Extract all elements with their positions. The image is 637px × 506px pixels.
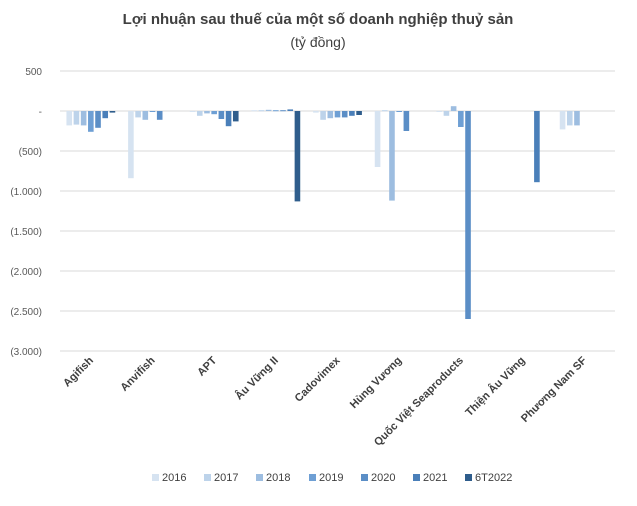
y-tick-label: 500 bbox=[25, 67, 42, 78]
legend-label: 2020 bbox=[371, 472, 395, 484]
legend-label: 6T2022 bbox=[475, 472, 512, 484]
bar bbox=[135, 111, 141, 118]
bar bbox=[196, 111, 203, 116]
bar bbox=[218, 111, 225, 119]
bar bbox=[211, 111, 217, 115]
legend-swatch bbox=[413, 474, 420, 481]
bar bbox=[280, 110, 286, 112]
x-tick-label: APT bbox=[195, 354, 219, 378]
x-tick-label: Hùng Vương bbox=[348, 355, 404, 411]
x-tick-label: Thiện Âu Vững bbox=[463, 354, 528, 419]
bars bbox=[66, 106, 580, 319]
bar bbox=[381, 110, 388, 112]
y-tick-label: (500) bbox=[19, 147, 42, 158]
bar bbox=[225, 111, 232, 127]
bar bbox=[287, 109, 294, 111]
bar bbox=[566, 111, 573, 126]
bar bbox=[66, 111, 73, 126]
legend-label: 2017 bbox=[214, 472, 238, 484]
bar bbox=[156, 111, 163, 120]
bar bbox=[341, 111, 348, 118]
bar bbox=[356, 111, 362, 115]
x-tick-label: Âu Vững II bbox=[232, 354, 281, 403]
bar bbox=[102, 111, 109, 119]
legend-swatch bbox=[204, 474, 211, 481]
bar bbox=[73, 111, 80, 125]
bar bbox=[232, 111, 239, 122]
legend: 2016 2017 2018 2019 2020 2021 6T2022 bbox=[152, 472, 512, 484]
y-tick-label: (1.000) bbox=[10, 187, 42, 198]
bar bbox=[204, 111, 210, 114]
x-tick-label: Phương Nam SF bbox=[519, 354, 589, 424]
bar bbox=[327, 111, 334, 119]
legend-swatch bbox=[465, 474, 472, 481]
bar bbox=[313, 111, 319, 113]
bar bbox=[465, 111, 471, 319]
bar bbox=[80, 111, 87, 126]
bar bbox=[389, 111, 395, 201]
bar bbox=[142, 111, 149, 120]
y-axis-ticks: 500 - (500) (1.000) (1.500) (2.000) (2.500) (3.… bbox=[10, 67, 42, 358]
x-tick-label: Cadovimex bbox=[293, 354, 344, 405]
bar bbox=[251, 110, 258, 112]
legend-label: 2019 bbox=[319, 472, 343, 484]
bar bbox=[95, 111, 101, 128]
bar bbox=[109, 111, 116, 113]
chart-subtitle: (tỷ đồng) bbox=[290, 34, 345, 50]
bar bbox=[374, 111, 381, 167]
bar bbox=[128, 111, 134, 179]
bar bbox=[258, 110, 265, 112]
y-tick-label: (1.500) bbox=[10, 227, 42, 238]
legend-swatch bbox=[152, 474, 159, 481]
bar bbox=[320, 111, 326, 120]
legend-label: 2018 bbox=[266, 472, 290, 484]
bar bbox=[265, 109, 272, 111]
legend-swatch bbox=[256, 474, 263, 481]
bar bbox=[403, 111, 410, 131]
bar bbox=[534, 111, 540, 183]
bar bbox=[450, 106, 457, 111]
y-tick-label: (2.500) bbox=[10, 307, 42, 318]
y-tick-label: (2.000) bbox=[10, 267, 42, 278]
x-tick-label: Anvifish bbox=[118, 354, 157, 393]
chart-title: Lợi nhuận sau thuế của một số doanh nghi… bbox=[123, 11, 514, 28]
legend-swatch bbox=[361, 474, 368, 481]
legend-label: 2016 bbox=[162, 472, 186, 484]
bar bbox=[458, 111, 464, 127]
bar bbox=[88, 111, 94, 132]
bar bbox=[559, 111, 566, 130]
bar bbox=[396, 111, 402, 112]
bar bbox=[334, 111, 341, 118]
bar bbox=[436, 111, 443, 112]
y-tick-label: - bbox=[39, 107, 42, 118]
bar bbox=[349, 111, 355, 116]
bar bbox=[273, 110, 279, 112]
y-tick-label: (3.000) bbox=[10, 347, 42, 358]
bar bbox=[443, 111, 450, 116]
legend-swatch bbox=[309, 474, 316, 481]
bar bbox=[189, 111, 196, 112]
legend-label: 2021 bbox=[423, 472, 447, 484]
x-axis-ticks: Agifish Anvifish APT Âu Vững II Cadovimex Hùn… bbox=[61, 354, 589, 449]
x-tick-label: Agifish bbox=[61, 354, 96, 389]
bar bbox=[574, 111, 580, 126]
bar bbox=[149, 111, 156, 112]
bar bbox=[294, 111, 301, 202]
